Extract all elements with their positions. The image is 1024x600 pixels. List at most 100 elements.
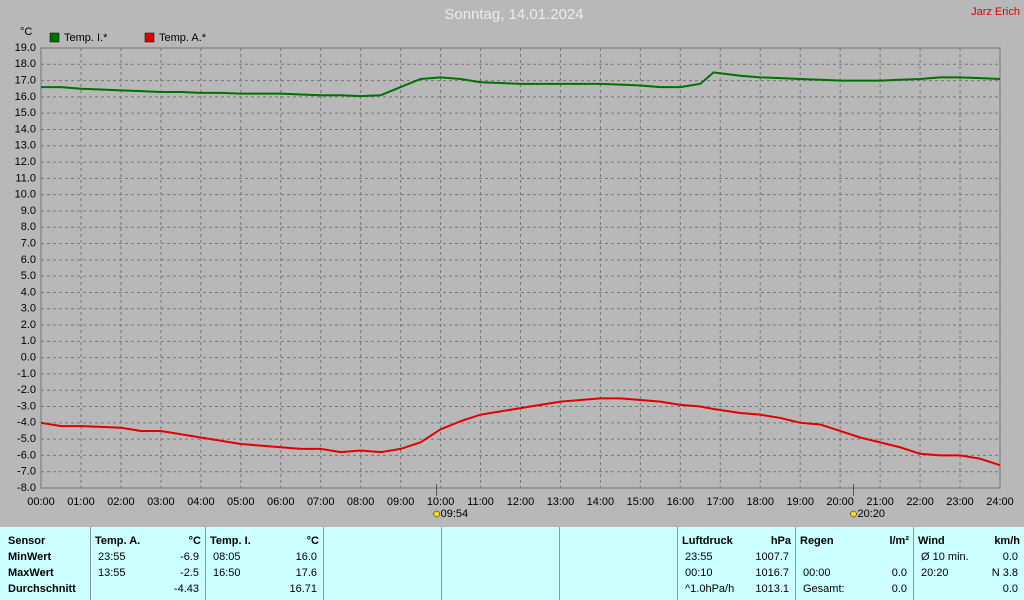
row-label: MaxWert <box>8 567 54 579</box>
y-tick-label: 18.0 <box>15 58 36 70</box>
chart: Sonntag, 14.01.2024 Jarz Erich °C 19.0 18… <box>15 6 1020 520</box>
y-tick-label: -2.0 <box>17 384 36 396</box>
cell-time: 16:50 <box>213 567 241 579</box>
x-tick-label: 17:00 <box>707 496 735 508</box>
y-tick-label: 17.0 <box>15 74 36 86</box>
y-tick-label: 3.0 <box>21 303 36 315</box>
table-column <box>559 527 677 600</box>
x-tick-label: 04:00 <box>187 496 215 508</box>
y-tick-label: 7.0 <box>21 237 36 249</box>
chart-title: Sonntag, 14.01.2024 <box>444 6 583 23</box>
y-tick-label: 19.0 <box>15 42 36 54</box>
annotation-label: 20:20 <box>857 508 885 520</box>
column-unit: km/h <box>994 535 1020 547</box>
corner-label: Jarz Erich <box>971 6 1020 18</box>
y-tick-label: -6.0 <box>17 449 36 461</box>
cell-value: -4.43 <box>173 583 199 595</box>
table-header: Sensor <box>8 535 46 547</box>
column-unit: °C <box>188 535 201 547</box>
table-column <box>441 527 559 600</box>
column-title: Temp. A. <box>95 535 141 547</box>
cell-value: 1016.7 <box>755 567 789 579</box>
cell-time: 08:05 <box>213 551 241 563</box>
cell-time: ^1.0hPa/h <box>685 583 735 595</box>
column-unit: hPa <box>770 535 791 547</box>
column-unit: °C <box>306 535 319 547</box>
x-tick-label: 07:00 <box>307 496 335 508</box>
y-tick-label: 14.0 <box>15 123 36 135</box>
x-tick-label: 08:00 <box>347 496 375 508</box>
row-label: Durchschnitt <box>8 583 76 595</box>
data-line <box>41 71 1001 98</box>
cell-value: 0.0 <box>891 567 907 579</box>
cell-value: 1013.1 <box>755 583 789 595</box>
y-tick-label: 8.0 <box>21 221 36 233</box>
x-tick-label: 18:00 <box>746 496 774 508</box>
table-column <box>205 527 323 600</box>
x-tick-label: 11:00 <box>467 496 494 508</box>
cell-value: 1007.7 <box>755 551 789 563</box>
y-tick-label: 16.0 <box>15 91 36 103</box>
cell-value: 0.0 <box>1002 583 1018 595</box>
y-tick-label: 13.0 <box>15 140 36 152</box>
cell-time: 00:00 <box>803 567 831 579</box>
cell-value: N 3.8 <box>991 567 1018 579</box>
x-tick-label: 19:00 <box>786 496 814 508</box>
stats-table: Sensor MinWert MaxWert Durchschnitt Temp. A.… <box>0 527 1024 600</box>
x-tick-label: 24:00 <box>986 496 1014 508</box>
y-tick-label: -5.0 <box>17 433 36 445</box>
table-column <box>323 527 441 600</box>
column-title: Temp. I. <box>210 535 251 547</box>
data-line <box>40 397 1001 467</box>
x-tick-label: 00:00 <box>27 496 55 508</box>
cell-time: 20:20 <box>921 567 949 579</box>
cell-time: Gesamt: <box>803 583 845 595</box>
y-tick-label: 15.0 <box>15 107 36 119</box>
cell-time: 23:55 <box>98 551 126 563</box>
cell-value: 16.71 <box>289 583 317 595</box>
y-tick-label: -7.0 <box>17 466 36 478</box>
x-tick-label: 13:00 <box>547 496 575 508</box>
y-tick-label: 4.0 <box>21 286 36 298</box>
cell-time: 23:55 <box>685 551 713 563</box>
column-title: Wind <box>918 535 945 547</box>
row-label: MinWert <box>8 551 52 563</box>
x-tick-label: 16:00 <box>667 496 695 508</box>
y-tick-label: 2.0 <box>21 319 36 331</box>
table-column <box>677 527 795 600</box>
table-column <box>795 527 913 600</box>
y-tick-label: -3.0 <box>17 400 36 412</box>
y-tick-label: -8.0 <box>17 482 36 494</box>
x-tick-label: 14:00 <box>587 496 615 508</box>
sun-icon <box>850 510 857 518</box>
x-tick-label: 01:00 <box>67 496 95 508</box>
cell-value: 16.0 <box>295 551 317 563</box>
cell-value: 17.6 <box>295 567 317 579</box>
cell-time: 13:55 <box>98 567 126 579</box>
cell-value: 0.0 <box>891 583 907 595</box>
cell-value: -2.5 <box>180 567 199 579</box>
x-tick-label: 05:00 <box>227 496 255 508</box>
x-tick-label: 21:00 <box>866 496 894 508</box>
y-tick-label: 12.0 <box>15 156 36 168</box>
y-tick-label: 5.0 <box>21 270 36 282</box>
y-tick-label: 10.0 <box>15 189 36 201</box>
y-tick-label: -1.0 <box>17 368 36 380</box>
y-tick-label: -4.0 <box>17 417 36 429</box>
x-tick-label: 20:00 <box>826 496 854 508</box>
y-axis-label: °C <box>20 26 32 38</box>
legend-label: Temp. A.* <box>159 32 207 44</box>
cell-value: -6.9 <box>180 551 199 563</box>
y-tick-label: 6.0 <box>21 254 36 266</box>
x-tick-label: 06:00 <box>267 496 295 508</box>
column-unit: l/m² <box>889 535 909 547</box>
table-column <box>90 527 205 600</box>
x-tick-label: 03:00 <box>147 496 175 508</box>
cell-time: 00:10 <box>685 567 713 579</box>
legend-swatch <box>144 32 155 43</box>
x-tick-label: 02:00 <box>107 496 135 508</box>
x-tick-label: 09:00 <box>387 496 415 508</box>
y-tick-label: 0.0 <box>21 352 36 364</box>
column-title: Regen <box>800 535 834 547</box>
